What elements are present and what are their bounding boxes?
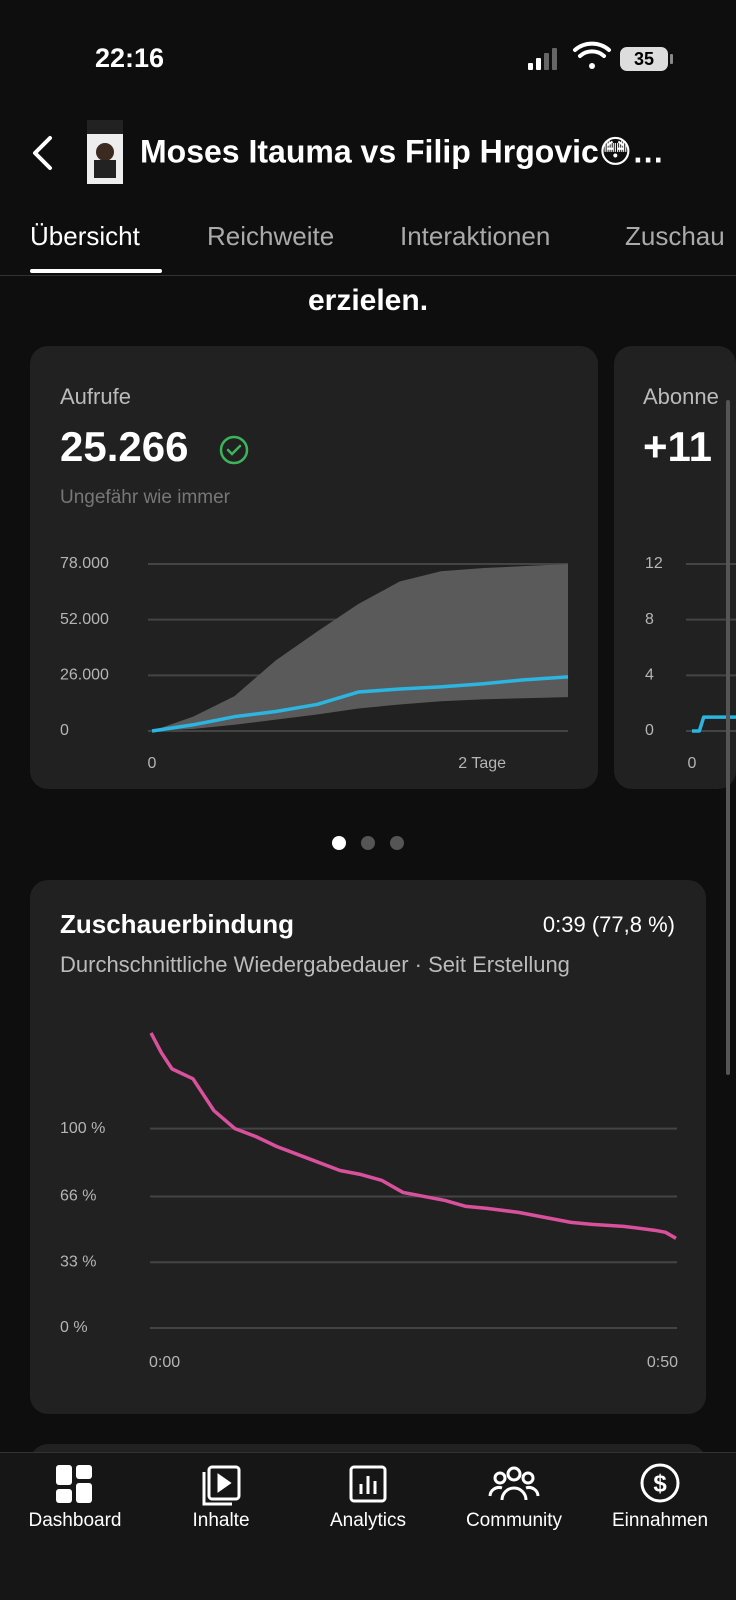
y-tick-label: 26.000 [60, 667, 109, 684]
back-button[interactable] [33, 136, 52, 170]
data-line [692, 715, 736, 733]
x-tick-label: 0:50 [647, 1354, 678, 1371]
signal-icon [528, 48, 557, 70]
tab-divider [0, 275, 736, 276]
tab-indicator [30, 269, 162, 273]
x-tick-label: 0 [148, 755, 157, 772]
subscribers-chart: 12 8 4 0 0 [645, 555, 736, 772]
video-thumbnail [87, 120, 123, 184]
y-tick-label: 4 [645, 667, 654, 684]
battery-level: 35 [634, 49, 654, 69]
y-tick-label: 66 % [60, 1188, 96, 1205]
tab[interactable]: Übersicht [30, 221, 141, 251]
check-icon [219, 435, 249, 465]
tab[interactable]: Reichweite [207, 221, 334, 251]
views-chart: 78.000 52.000 26.000 0 0 2 Tage [60, 555, 569, 772]
y-tick-label: 12 [645, 555, 663, 572]
card-label: Aufrufe [60, 384, 131, 409]
battery-icon [620, 47, 673, 71]
x-tick-label: 2 Tage [458, 755, 506, 772]
data-line [151, 675, 569, 733]
y-tick-label: 78.000 [60, 555, 109, 572]
x-tick-label: 0 [688, 755, 697, 772]
retention-value: 0:39 (77,8 %) [543, 912, 675, 937]
x-tick-label: 0:00 [149, 1354, 180, 1371]
retention-title: Zuschauerbindung [60, 909, 294, 939]
scrollbar [726, 400, 730, 1075]
nav-item[interactable]: Analytics [330, 1510, 406, 1531]
card-value: 25.266 [60, 423, 188, 470]
y-tick-label: 52.000 [60, 611, 109, 628]
nav-divider [0, 1452, 736, 1453]
analytics-icon [349, 1465, 387, 1503]
dashboard-icon [56, 1465, 92, 1503]
y-tick-label: 100 % [60, 1120, 105, 1137]
typical-range [152, 564, 568, 731]
community-icon [488, 1466, 540, 1501]
wifi-icon [573, 41, 611, 69]
tab[interactable]: Zuschau [625, 221, 725, 251]
card-label: Abonne [643, 384, 719, 409]
tab[interactable]: Interaktionen [400, 221, 550, 251]
subscribers-card-group: Abonne +11 12 8 4 0 0 [614, 346, 736, 789]
card-value: +11 [643, 423, 712, 470]
retention-card[interactable] [30, 880, 706, 1414]
data-line [149, 1032, 677, 1240]
intro-text: erzielen. [308, 284, 428, 317]
earnings-icon: $ [640, 1463, 680, 1503]
y-tick-label: 0 % [60, 1319, 88, 1336]
retention-subtitle: Durchschnittliche Wiedergabedauer · Seit… [60, 952, 570, 977]
y-tick-label: 33 % [60, 1253, 96, 1270]
retention-chart: 100 % 66 % 33 % 0 % 0:00 0:50 [60, 1032, 678, 1371]
card-note: Ungefähr wie immer [60, 487, 231, 508]
nav-item[interactable]: Inhalte [192, 1510, 249, 1531]
content-icon [202, 1465, 241, 1506]
nav-item[interactable]: Community [466, 1510, 563, 1531]
video-title: Moses Itauma vs Filip Hrgovic😳… [140, 133, 664, 169]
nav-item[interactable]: Dashboard [29, 1510, 122, 1531]
status-time: 22:16 [95, 43, 164, 73]
nav-item[interactable]: Einnahmen [612, 1510, 708, 1531]
y-tick-label: 0 [60, 722, 69, 739]
y-tick-label: 0 [645, 722, 654, 739]
pagination-dots [332, 836, 404, 850]
svg-text:$: $ [653, 1470, 667, 1497]
subscribers-card[interactable] [614, 346, 736, 789]
y-tick-label: 8 [645, 611, 654, 628]
